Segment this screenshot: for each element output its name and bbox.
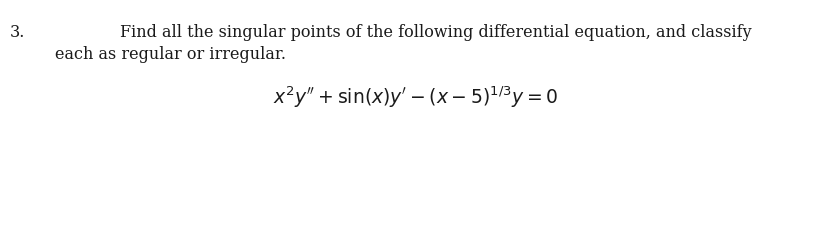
Text: 3.: 3.: [10, 24, 25, 41]
Text: $x^2y'' + \sin(x)y' - (x - 5)^{1/3}y = 0$: $x^2y'' + \sin(x)y' - (x - 5)^{1/3}y = 0…: [273, 84, 559, 109]
Text: Find all the singular points of the following differential equation, and classif: Find all the singular points of the foll…: [120, 24, 751, 41]
Text: each as regular or irregular.: each as regular or irregular.: [55, 46, 286, 63]
